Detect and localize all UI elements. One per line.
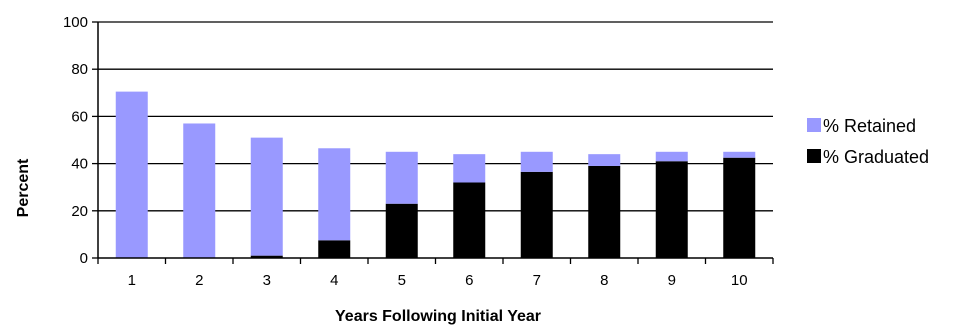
bar-graduated [655, 161, 688, 258]
bar-graduated [453, 182, 486, 258]
axes: 0 20 40 60 80 100 1 2 3 4 5 6 7 8 9 10 [63, 14, 774, 289]
legend-label-retained: % Retained [823, 116, 916, 136]
bar-graduated [723, 157, 756, 258]
y-tick-label: 60 [71, 108, 88, 125]
y-tick-label: 20 [71, 203, 88, 220]
bar-retained [520, 151, 553, 172]
legend-swatch-retained [807, 118, 821, 132]
bar-graduated [318, 240, 351, 258]
bar-graduated [588, 165, 621, 258]
bar-graduated [520, 171, 553, 258]
bar-graduated [250, 255, 283, 258]
legend-swatch-graduated [807, 149, 821, 163]
y-tick-label: 40 [71, 156, 88, 173]
x-tick-label: 5 [398, 272, 406, 289]
bars [115, 91, 756, 259]
y-axis-title: Percent [15, 158, 32, 217]
x-axis-title: Years Following Initial Year [335, 308, 541, 325]
bar-retained [723, 151, 756, 158]
legend: % Retained % Graduated [807, 116, 929, 167]
bar-retained [318, 148, 351, 241]
x-tick-label: 10 [731, 272, 748, 289]
y-tick-label: 0 [80, 250, 88, 267]
bar-retained [588, 154, 621, 166]
bar-retained [385, 151, 418, 204]
legend-label-graduated: % Graduated [823, 147, 929, 167]
x-tick-label: 9 [668, 272, 676, 289]
x-tick-label: 4 [330, 272, 338, 289]
y-tick-label: 100 [63, 14, 88, 31]
y-tick-label: 80 [71, 61, 88, 78]
bar-retained [655, 151, 688, 162]
x-tick-label: 8 [600, 272, 608, 289]
bar-graduated [385, 203, 418, 258]
bar-retained [183, 123, 216, 258]
bar-retained [115, 91, 148, 259]
bar-retained [453, 154, 486, 183]
x-tick-label: 3 [263, 272, 271, 289]
x-tick-label: 2 [195, 272, 203, 289]
bar-retained [250, 137, 283, 256]
x-tick-label: 1 [128, 272, 136, 289]
x-tick-label: 7 [533, 272, 541, 289]
x-tick-label: 6 [465, 272, 473, 289]
